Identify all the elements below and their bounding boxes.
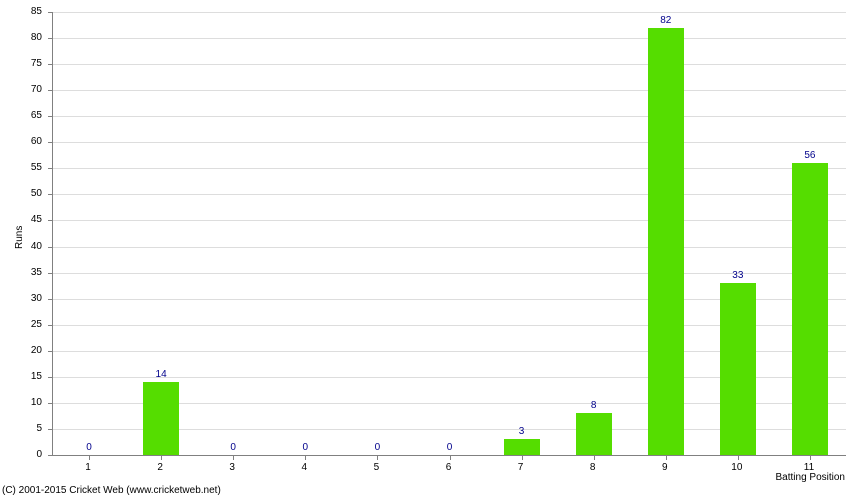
x-tick-mark <box>233 455 234 460</box>
y-tick-label: 45 <box>0 214 42 225</box>
y-tick-mark <box>48 168 53 169</box>
y-tick-label: 25 <box>0 319 42 330</box>
y-tick-mark <box>48 403 53 404</box>
y-tick-mark <box>48 273 53 274</box>
gridline <box>53 247 846 248</box>
y-tick-label: 75 <box>0 58 42 69</box>
y-tick-mark <box>48 38 53 39</box>
bar <box>792 163 828 455</box>
bar-value-label: 0 <box>341 442 413 453</box>
x-tick-mark <box>450 455 451 460</box>
bar <box>143 382 179 455</box>
y-tick-mark <box>48 377 53 378</box>
x-tick-mark <box>666 455 667 460</box>
x-tick-label: 6 <box>412 462 484 473</box>
y-tick-label: 10 <box>0 397 42 408</box>
y-tick-label: 60 <box>0 136 42 147</box>
x-tick-mark <box>377 455 378 460</box>
y-tick-label: 30 <box>0 293 42 304</box>
gridline <box>53 64 846 65</box>
y-tick-label: 0 <box>0 449 42 460</box>
x-tick-label: 8 <box>557 462 629 473</box>
x-tick-label: 10 <box>701 462 773 473</box>
y-tick-label: 15 <box>0 371 42 382</box>
bar-value-label: 82 <box>630 15 702 26</box>
y-tick-mark <box>48 351 53 352</box>
x-tick-mark <box>89 455 90 460</box>
y-tick-mark <box>48 455 53 456</box>
bar <box>504 439 540 455</box>
gridline <box>53 194 846 195</box>
gridline <box>53 220 846 221</box>
y-tick-label: 70 <box>0 84 42 95</box>
y-tick-label: 85 <box>0 6 42 17</box>
gridline <box>53 116 846 117</box>
x-tick-label: 4 <box>268 462 340 473</box>
bar-value-label: 33 <box>702 270 774 281</box>
y-tick-label: 40 <box>0 241 42 252</box>
x-tick-mark <box>305 455 306 460</box>
y-tick-mark <box>48 64 53 65</box>
bar-value-label: 8 <box>558 400 630 411</box>
y-tick-mark <box>48 429 53 430</box>
gridline <box>53 12 846 13</box>
x-tick-mark <box>738 455 739 460</box>
x-tick-mark <box>594 455 595 460</box>
bar-value-label: 0 <box>269 442 341 453</box>
y-tick-label: 20 <box>0 345 42 356</box>
x-tick-label: 2 <box>124 462 196 473</box>
y-tick-label: 5 <box>0 423 42 434</box>
y-tick-mark <box>48 12 53 13</box>
x-tick-label: 5 <box>340 462 412 473</box>
x-tick-label: 9 <box>629 462 701 473</box>
x-tick-label: 7 <box>485 462 557 473</box>
bar-value-label: 0 <box>197 442 269 453</box>
y-tick-mark <box>48 325 53 326</box>
y-tick-mark <box>48 220 53 221</box>
copyright-footer: (C) 2001-2015 Cricket Web (www.cricketwe… <box>2 485 221 496</box>
x-tick-mark <box>161 455 162 460</box>
bar <box>648 28 684 455</box>
y-tick-mark <box>48 90 53 91</box>
x-tick-label: 11 <box>773 462 845 473</box>
bar <box>576 413 612 455</box>
y-tick-mark <box>48 116 53 117</box>
y-tick-label: 50 <box>0 188 42 199</box>
gridline <box>53 168 846 169</box>
y-tick-label: 35 <box>0 267 42 278</box>
x-axis-title: Batting Position <box>776 472 846 483</box>
plot-area: 014000038823356 <box>52 12 846 456</box>
bar-value-label: 0 <box>413 442 485 453</box>
x-tick-mark <box>810 455 811 460</box>
bar <box>720 283 756 455</box>
gridline <box>53 142 846 143</box>
bar-value-label: 0 <box>53 442 125 453</box>
x-tick-label: 1 <box>52 462 124 473</box>
y-tick-mark <box>48 299 53 300</box>
y-tick-label: 80 <box>0 32 42 43</box>
y-tick-label: 65 <box>0 110 42 121</box>
gridline <box>53 38 846 39</box>
bar-value-label: 3 <box>486 426 558 437</box>
y-tick-mark <box>48 142 53 143</box>
x-tick-mark <box>522 455 523 460</box>
y-tick-label: 55 <box>0 162 42 173</box>
chart-container: 014000038823356 Runs Batting Position (C… <box>0 0 850 500</box>
x-tick-label: 3 <box>196 462 268 473</box>
y-tick-mark <box>48 194 53 195</box>
y-tick-mark <box>48 247 53 248</box>
bar-value-label: 56 <box>774 150 846 161</box>
bar-value-label: 14 <box>125 369 197 380</box>
gridline <box>53 90 846 91</box>
